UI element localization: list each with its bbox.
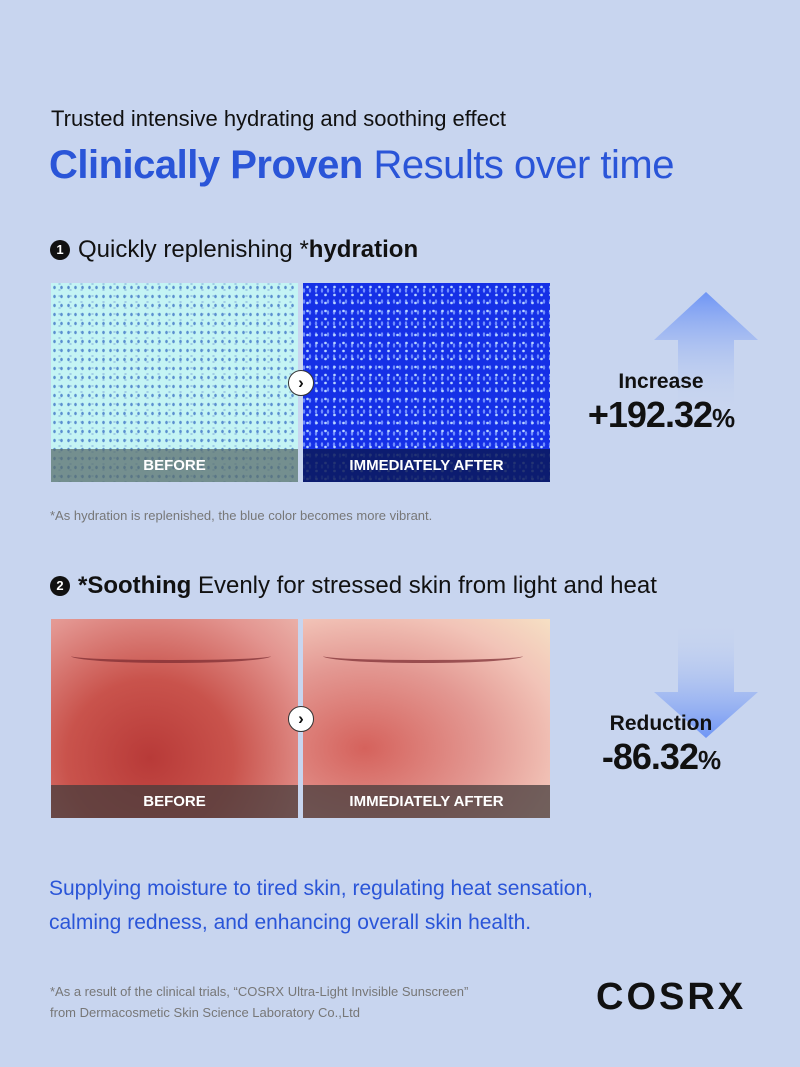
chevron-right-icon: › — [288, 706, 314, 732]
stat-label: Increase — [618, 370, 704, 393]
section2-heading: 2 *Soothing Evenly for stressed skin from… — [50, 572, 657, 600]
cosrx-logo: COSRX — [596, 976, 747, 1018]
after-label: IMMEDIATELY AFTER — [303, 449, 550, 482]
hydration-before-image: BEFORE — [51, 283, 298, 482]
arrow-down-icon — [654, 620, 758, 738]
footnote-line: from Dermacosmetic Skin Science Laborato… — [50, 1005, 360, 1020]
before-label: BEFORE — [51, 449, 298, 482]
stat-value: -86.32 — [601, 736, 699, 777]
subtitle: Trusted intensive hydrating and soothing… — [51, 106, 506, 131]
footnote-line: *As a result of the clinical trials, “CO… — [50, 984, 469, 999]
summary-line: calming redness, and enhancing overall s… — [49, 911, 532, 934]
hydration-note: *As hydration is replenished, the blue c… — [50, 508, 433, 523]
section1-heading: 1 Quickly replenishing *hydration — [50, 236, 418, 264]
chevron-right-icon: › — [288, 370, 314, 396]
section1-bold: hydration — [308, 236, 419, 263]
after-label: IMMEDIATELY AFTER — [303, 785, 550, 818]
title-bold: Clinically Proven — [49, 143, 363, 187]
section2-bold: *Soothing — [78, 572, 192, 599]
page-title: Clinically Proven Results over time — [49, 143, 674, 188]
increase-stat: Increase +192.32% — [561, 370, 761, 436]
stat-label: Reduction — [609, 712, 713, 735]
section2-text: Evenly for stressed skin from light and … — [191, 572, 657, 599]
stat-value: +192.32 — [587, 394, 713, 435]
summary-line: Supplying moisture to tired skin, regula… — [49, 877, 593, 900]
before-label: BEFORE — [51, 785, 298, 818]
title-rest: Results over time — [362, 143, 674, 187]
stat-unit: % — [697, 745, 721, 775]
footnote: *As a result of the clinical trials, “CO… — [50, 981, 468, 1023]
reduction-stat: Reduction -86.32% — [561, 712, 761, 778]
summary: Supplying moisture to tired skin, regula… — [49, 872, 593, 940]
arrow-up-icon — [654, 292, 758, 412]
soothing-after-image: IMMEDIATELY AFTER — [303, 619, 550, 818]
number-badge: 2 — [50, 576, 70, 596]
hydration-after-image: IMMEDIATELY AFTER — [303, 283, 550, 482]
number-badge: 1 — [50, 240, 70, 260]
stat-unit: % — [712, 403, 735, 433]
section1-text: Quickly replenishing * — [78, 236, 309, 263]
soothing-before-image: BEFORE — [51, 619, 298, 818]
